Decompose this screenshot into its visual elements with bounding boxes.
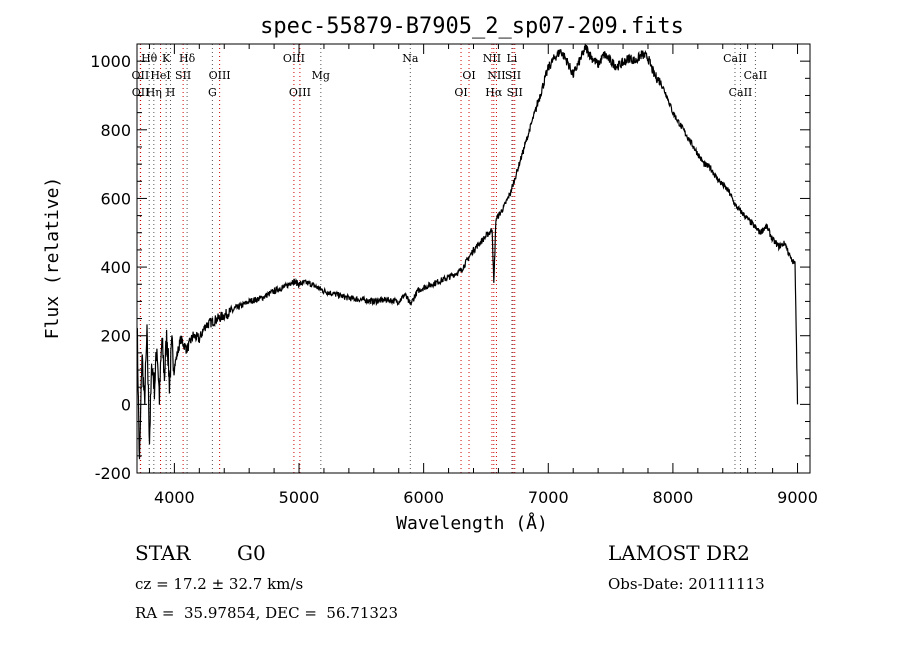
- line-marker-label: OIII: [289, 86, 311, 99]
- line-marker-label: Hθ: [141, 52, 158, 65]
- line-marker-label: CaII: [744, 69, 768, 82]
- coordinates: RA = 35.97854, DEC = 56.71323: [135, 604, 399, 622]
- redshift-value: cz = 17.2 ± 32.7 km/s: [135, 575, 304, 593]
- spectrum-line: [136, 44, 799, 460]
- y-tick-label: 800: [100, 121, 131, 140]
- line-marker-label: SII: [175, 69, 191, 82]
- x-tick-label: 8000: [653, 488, 694, 507]
- line-marker-label: NII: [487, 69, 505, 82]
- line-marker-label: OI: [454, 86, 467, 99]
- y-tick-label: 0: [121, 395, 131, 414]
- line-marker-label: CaII: [723, 52, 747, 65]
- line-marker-label: H: [166, 86, 176, 99]
- plot-frame: [136, 43, 811, 474]
- line-marker-label: Li: [506, 52, 517, 65]
- observation-date: Obs-Date: 20111113: [608, 575, 765, 593]
- line-marker-label: OIII: [283, 52, 305, 65]
- axis-ticks: [137, 44, 810, 474]
- x-tick-label: 7000: [528, 488, 569, 507]
- y-tick-labels: -200 0 200 400 600 800 1000: [90, 52, 131, 483]
- line-marker-label: NII: [483, 52, 501, 65]
- line-marker-label: Na: [402, 52, 419, 65]
- survey-name: LAMOST DR2: [608, 541, 750, 565]
- line-marker-label: HeI: [150, 69, 170, 82]
- line-marker-label: G: [208, 86, 217, 99]
- x-axis-label: Wavelength (Å): [396, 512, 548, 534]
- object-class: STAR: [135, 541, 191, 565]
- y-tick-label: 1000: [90, 52, 131, 71]
- line-marker-label: OIII: [209, 69, 231, 82]
- x-tick-label: 9000: [777, 488, 818, 507]
- chart-title: spec-55879-B7905_2_sp07-209.fits: [260, 14, 684, 39]
- line-marker-label: CaII: [729, 86, 753, 99]
- line-marker-label: Hα: [485, 86, 503, 99]
- line-marker-label: OII: [132, 69, 150, 82]
- x-tick-label: 5000: [279, 488, 320, 507]
- spectral-line-markers: [139, 44, 756, 473]
- line-marker-label: K: [162, 52, 171, 65]
- y-tick-label: 200: [100, 327, 131, 346]
- line-marker-label: OII: [132, 86, 150, 99]
- object-subclass: G0: [237, 541, 266, 565]
- x-tick-labels: 4000 5000 6000 7000 8000 9000: [154, 488, 818, 507]
- y-axis-label: Flux (relative): [42, 177, 63, 340]
- line-marker-label: SII: [507, 86, 523, 99]
- line-marker-label: Hδ: [179, 52, 196, 65]
- x-tick-label: 4000: [154, 488, 195, 507]
- line-marker-label: OI: [462, 69, 475, 82]
- y-tick-label: -200: [95, 464, 131, 483]
- y-tick-label: 600: [100, 189, 131, 208]
- y-tick-label: 400: [100, 258, 131, 277]
- line-marker-label: SII: [505, 69, 521, 82]
- line-marker-label: Hη: [146, 86, 162, 99]
- line-marker-label: Mg: [312, 69, 330, 82]
- x-tick-label: 6000: [403, 488, 444, 507]
